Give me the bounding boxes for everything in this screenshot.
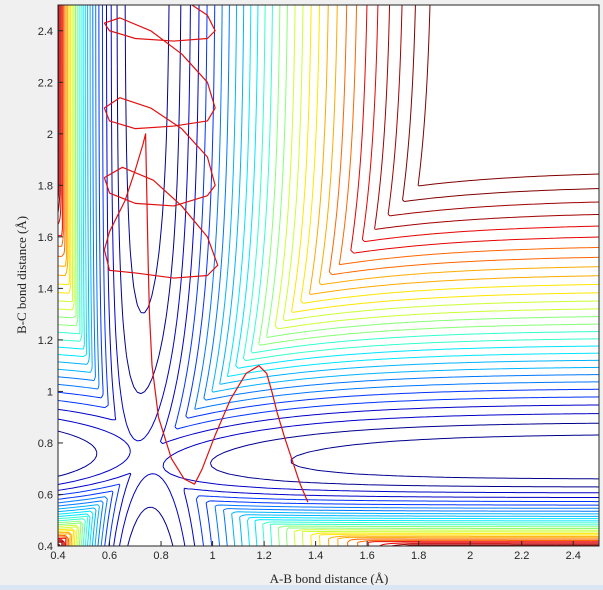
contour-line bbox=[58, 5, 599, 546]
contour-line bbox=[58, 5, 599, 546]
y-tick-label: 2 bbox=[47, 129, 53, 141]
trajectory-line bbox=[103, 5, 309, 503]
axes-box bbox=[57, 4, 600, 547]
contour-line bbox=[58, 5, 599, 546]
y-tick-label: 2.2 bbox=[38, 77, 53, 89]
contour-line bbox=[58, 5, 599, 546]
contour-line bbox=[58, 5, 599, 546]
contour-line bbox=[58, 5, 599, 546]
contour-line bbox=[58, 5, 599, 546]
contour-line bbox=[58, 5, 599, 546]
y-axis-label: B-C bond distance (Å) bbox=[14, 216, 29, 334]
contour-line bbox=[58, 5, 599, 546]
y-tick-label: 1.4 bbox=[38, 283, 53, 295]
contour-line bbox=[58, 5, 599, 546]
x-ticks: 0.4 0.6 0.8 1 1.2 1.4 1.6 1.8 2 2.2 2.4 bbox=[50, 541, 581, 562]
contour-line bbox=[58, 5, 599, 546]
window-bottom-strip bbox=[0, 585, 603, 590]
y-tick-label: 0.6 bbox=[38, 489, 53, 501]
x-tick-label: 0.6 bbox=[102, 550, 117, 562]
contour-line bbox=[58, 5, 599, 546]
x-tick-label: 1.6 bbox=[359, 550, 374, 562]
contour-line bbox=[58, 5, 599, 546]
y-tick-label: 0.8 bbox=[38, 438, 53, 450]
contour-line bbox=[58, 5, 599, 546]
y-tick-label: 1 bbox=[47, 386, 53, 398]
contour-line bbox=[124, 5, 599, 480]
x-tick-label: 2 bbox=[467, 550, 473, 562]
x-tick-label: 1 bbox=[210, 550, 216, 562]
contour-lines bbox=[58, 5, 599, 546]
contour-line bbox=[58, 5, 599, 546]
y-tick-label: 1.6 bbox=[38, 232, 53, 244]
plot-area bbox=[58, 5, 599, 546]
contour-line bbox=[58, 5, 599, 546]
y-tick-label: 1.8 bbox=[38, 180, 53, 192]
contour-line bbox=[58, 5, 599, 546]
y-ticks: 0.4 0.6 0.8 1 1.2 1.4 1.6 1.8 2 2.2 2.4 bbox=[38, 26, 63, 553]
contour-line bbox=[58, 5, 599, 546]
x-tick-label: 1.4 bbox=[308, 550, 323, 562]
contour-line bbox=[58, 5, 599, 546]
contour-line bbox=[58, 5, 599, 546]
y-tick-label: 2.4 bbox=[38, 26, 53, 38]
x-tick-label: 0.4 bbox=[50, 550, 65, 562]
x-tick-label: 2.4 bbox=[566, 550, 581, 562]
contour-line bbox=[58, 5, 599, 546]
y-tick-label: 0.4 bbox=[38, 541, 53, 553]
x-tick-label: 1.2 bbox=[256, 550, 271, 562]
x-tick-label: 0.8 bbox=[153, 550, 168, 562]
contour-line bbox=[58, 5, 599, 546]
contour-line bbox=[58, 5, 599, 546]
contour-line bbox=[58, 5, 599, 546]
trajectory-group bbox=[103, 5, 309, 503]
x-tick-label: 1.8 bbox=[411, 550, 426, 562]
contour-line bbox=[58, 5, 599, 546]
y-tick-label: 1.2 bbox=[38, 335, 53, 347]
x-tick-label: 2.2 bbox=[514, 550, 529, 562]
x-axis-label: A-B bond distance (Å) bbox=[270, 571, 389, 586]
